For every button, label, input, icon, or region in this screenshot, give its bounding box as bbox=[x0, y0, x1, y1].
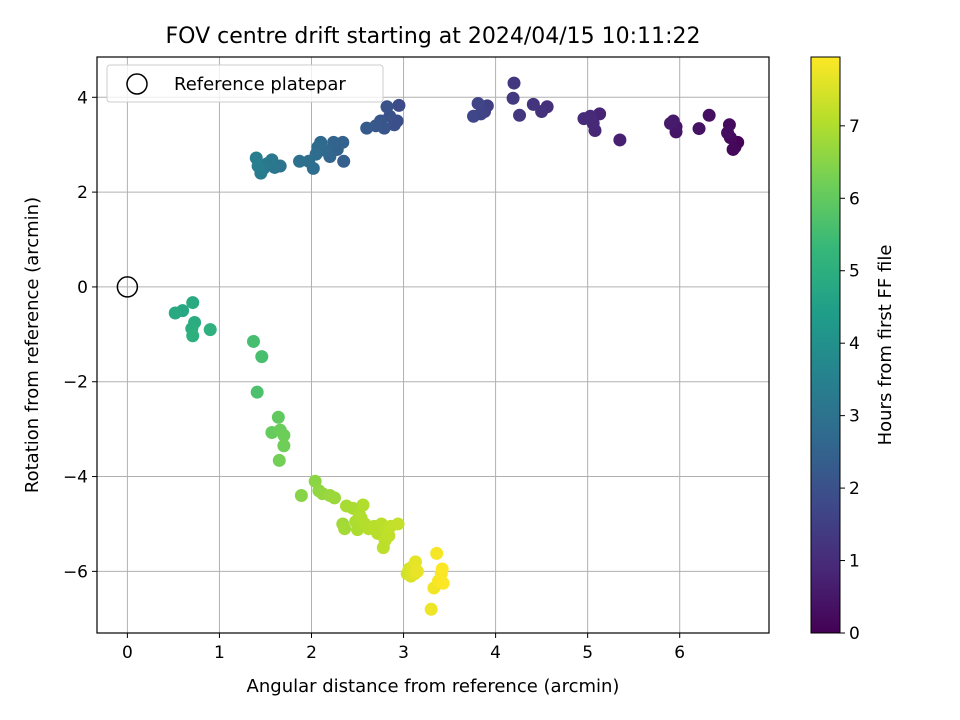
plot-frame bbox=[96, 56, 770, 634]
data-point bbox=[360, 121, 374, 135]
data-point bbox=[250, 385, 264, 399]
y-tick-label: 2 bbox=[77, 183, 88, 203]
data-point bbox=[577, 112, 591, 126]
data-point bbox=[424, 602, 438, 616]
colorbar-tick-label: 7 bbox=[849, 117, 860, 137]
data-point bbox=[435, 562, 449, 576]
colorbar-tick-label: 5 bbox=[849, 262, 860, 282]
data-point bbox=[293, 154, 307, 168]
data-point bbox=[613, 133, 627, 147]
x-tick-label: 6 bbox=[674, 643, 685, 663]
x-tick-label: 3 bbox=[398, 643, 409, 663]
data-point bbox=[692, 122, 706, 136]
data-points bbox=[168, 76, 745, 616]
chart-title: FOV centre drift starting at 2024/04/15 … bbox=[166, 24, 701, 49]
data-point bbox=[186, 296, 200, 310]
data-point bbox=[726, 142, 740, 156]
data-point bbox=[203, 323, 217, 337]
data-point bbox=[721, 126, 735, 140]
data-point bbox=[294, 489, 308, 503]
reference-platepar-marker bbox=[116, 276, 139, 298]
y-tick-label: −2 bbox=[63, 373, 88, 393]
y-axis-label: Rotation from reference (arcmin) bbox=[22, 197, 43, 493]
data-point bbox=[436, 576, 450, 590]
data-point bbox=[702, 108, 716, 122]
data-point bbox=[513, 108, 527, 122]
colorbar-label: Hours from first FF file bbox=[875, 245, 896, 446]
data-point bbox=[410, 564, 424, 578]
data-point bbox=[186, 329, 200, 343]
x-tick-label: 4 bbox=[490, 643, 501, 663]
x-axis-label: Angular distance from reference (arcmin) bbox=[247, 676, 620, 697]
data-point bbox=[272, 453, 286, 467]
x-tick-label: 0 bbox=[122, 643, 133, 663]
legend-open-circle-icon bbox=[126, 73, 148, 95]
colorbar-tick-label: 0 bbox=[849, 624, 860, 644]
data-point bbox=[380, 100, 394, 114]
data-point bbox=[337, 154, 351, 168]
colorbar-tick-label: 3 bbox=[849, 407, 860, 427]
reference-marker-layer bbox=[116, 276, 139, 298]
data-point bbox=[664, 116, 678, 130]
data-point bbox=[356, 498, 370, 512]
colorbar-tick-label: 4 bbox=[849, 334, 860, 354]
colorbar-tick-label: 2 bbox=[849, 479, 860, 499]
data-point bbox=[471, 96, 485, 110]
data-point bbox=[168, 306, 182, 320]
data-point bbox=[277, 428, 291, 442]
data-point bbox=[246, 334, 260, 348]
data-point bbox=[328, 491, 342, 505]
data-point bbox=[391, 517, 405, 531]
x-tick-label: 2 bbox=[306, 643, 317, 663]
legend-box bbox=[106, 64, 384, 103]
y-axis-ticks: −6 −4 −2 0 2 4 bbox=[63, 88, 97, 582]
colorbar bbox=[810, 56, 841, 634]
colorbar-ticks: 0 1 2 3 4 5 6 7 bbox=[840, 117, 860, 644]
y-tick-label: 4 bbox=[77, 88, 88, 108]
data-point bbox=[302, 154, 316, 168]
legend-label: Reference platepar bbox=[174, 74, 346, 95]
data-point bbox=[467, 109, 481, 123]
x-axis-ticks: 0 1 2 3 4 5 6 bbox=[122, 633, 685, 663]
data-point bbox=[271, 410, 285, 424]
data-point bbox=[392, 98, 406, 112]
data-point bbox=[338, 522, 352, 536]
y-tick-label: −6 bbox=[63, 562, 88, 582]
x-tick-label: 5 bbox=[582, 643, 593, 663]
data-point bbox=[526, 97, 540, 111]
data-point bbox=[255, 350, 269, 364]
data-point bbox=[277, 439, 291, 453]
data-point bbox=[249, 151, 263, 165]
data-point bbox=[506, 91, 520, 105]
colorbar-tick-label: 6 bbox=[849, 189, 860, 209]
legend: Reference platepar bbox=[106, 64, 384, 103]
data-point bbox=[430, 546, 444, 560]
colorbar-tick-label: 1 bbox=[849, 552, 860, 572]
y-tick-label: −4 bbox=[63, 468, 88, 488]
data-point bbox=[327, 135, 341, 149]
y-tick-label: 0 bbox=[77, 278, 88, 298]
x-tick-label: 1 bbox=[214, 643, 225, 663]
data-point bbox=[507, 76, 521, 90]
